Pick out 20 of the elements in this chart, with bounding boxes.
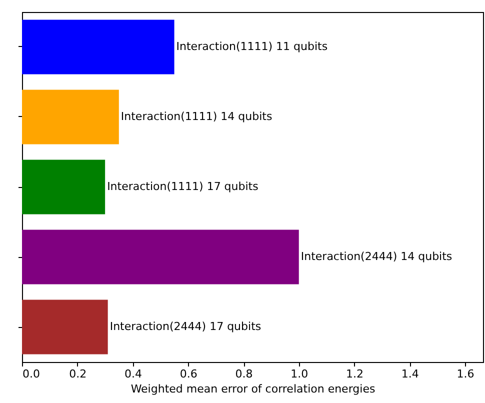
- y-tick-label: Interaction(1111) 17 qubits: [107, 180, 259, 193]
- x-tick-label: 0.2: [69, 368, 87, 380]
- x-tick-label: 1.0: [290, 368, 308, 380]
- x-tick-label: 0.0: [22, 368, 40, 380]
- x-tick-label: 1.6: [456, 368, 474, 380]
- bar: [22, 160, 106, 214]
- x-tick-label: 0.8: [235, 368, 253, 380]
- x-tick-label: 1.4: [401, 368, 419, 380]
- y-tick-label: Interaction(1111) 11 qubits: [176, 40, 328, 53]
- x-tick-label: 1.2: [346, 368, 364, 380]
- bar: [22, 300, 108, 354]
- y-tick-label: Interaction(1111) 14 qubits: [120, 110, 272, 123]
- x-axis-title: Weighted mean error of correlation energies: [130, 382, 376, 396]
- bar: [22, 20, 174, 74]
- y-tick-label: Interaction(2444) 14 qubits: [300, 250, 452, 263]
- y-tick-label: Interaction(2444) 17 qubits: [110, 320, 262, 333]
- bar: [22, 90, 119, 144]
- x-tick-label: 0.6: [180, 368, 198, 380]
- x-tick-label: 0.4: [124, 368, 142, 380]
- bar: [22, 230, 299, 284]
